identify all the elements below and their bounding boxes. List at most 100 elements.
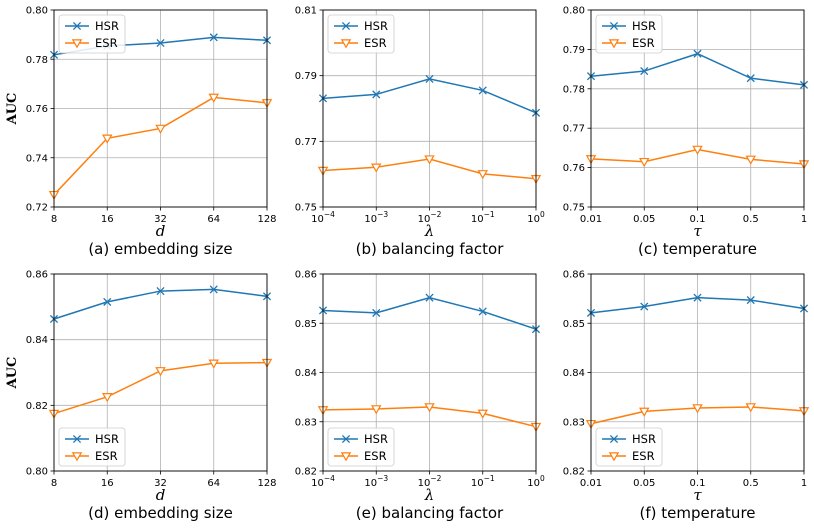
plot-frame — [590, 9, 805, 208]
legend-marker-hsr — [72, 434, 82, 444]
x-tick-label: 10−3 — [364, 474, 388, 489]
x-tick-label: 100 — [527, 210, 545, 225]
y-tick-label: 0.80 — [26, 467, 48, 478]
x-axis-symbol: d — [156, 222, 166, 240]
data-point-esr — [424, 155, 435, 165]
legend-label-hsr: HSR — [632, 432, 656, 446]
plot-frame — [322, 273, 537, 472]
y-axis-label: AUC — [5, 357, 20, 390]
data-point-esr — [477, 409, 488, 419]
x-tick-label: 64 — [207, 214, 220, 225]
legend: HSR ESR — [58, 14, 126, 54]
y-tick-label: 0.77 — [295, 137, 317, 148]
y-tick-label: 0.77 — [563, 124, 585, 135]
legend: HSR ESR — [327, 14, 395, 54]
legend-label-hsr: HSR — [95, 19, 119, 33]
y-tick-label: 0.83 — [563, 417, 585, 428]
x-tick-label: 10−4 — [311, 210, 335, 225]
x-tick-label: 10−2 — [418, 210, 442, 225]
y-tick-label: 0.83 — [295, 417, 317, 428]
x-tick-label: 0.1 — [690, 214, 706, 225]
y-axis-label: AUC — [5, 93, 20, 126]
y-tick-label: 0.78 — [563, 84, 585, 95]
x-tick-label: 0.05 — [633, 214, 655, 225]
y-tick-label: 0.86 — [295, 270, 317, 281]
data-point-esr — [155, 124, 166, 134]
subplot-caption: (d) embedding size — [88, 504, 233, 522]
data-point-hsr — [746, 74, 755, 83]
subplot-3: 8 16 32 64 128 0.80 0.82 0.84 0.86 HSR ESR d(d) emb… — [5, 270, 277, 523]
data-point-esr — [477, 170, 488, 180]
y-tick-label: 0.84 — [563, 368, 585, 379]
x-tick-label: 1 — [801, 478, 807, 489]
x-tick-label: 1 — [801, 214, 807, 225]
data-point-hsr — [693, 49, 702, 58]
y-tick-label: 0.85 — [295, 319, 317, 330]
legend: HSR ESR — [58, 427, 126, 467]
x-tick-label: 8 — [51, 478, 57, 489]
legend-marker-esr — [608, 39, 620, 49]
x-tick-label: 0.5 — [743, 478, 759, 489]
y-tick-label: 0.74 — [26, 153, 48, 164]
subplot-1: 10−4 10−3 10−2 10−1 100 0.75 0.77 0.79 0.81 HSR ES… — [295, 6, 545, 259]
data-point-esr — [424, 403, 435, 413]
data-point-hsr — [478, 307, 487, 316]
data-point-esr — [692, 404, 703, 414]
legend-label-hsr: HSR — [632, 19, 656, 33]
subplot-2: 0.01 0.05 0.1 0.5 1 0.75 0.76 0.77 0.78 0.79 0.80 H… — [563, 6, 810, 258]
y-tick-label: 0.86 — [26, 270, 48, 281]
legend: HSR ESR — [595, 427, 663, 467]
legend-marker-esr — [71, 39, 83, 49]
legend-label-esr: ESR — [364, 449, 387, 463]
data-point-esr — [102, 134, 113, 144]
y-tick-label: 0.82 — [295, 467, 317, 478]
y-tick-label: 0.82 — [563, 467, 585, 478]
y-tick-label: 0.76 — [26, 104, 48, 115]
x-tick-label: 16 — [101, 478, 114, 489]
legend-label-esr: ESR — [632, 36, 655, 50]
y-tick-label: 0.75 — [563, 203, 585, 214]
y-tick-label: 0.84 — [295, 368, 317, 379]
x-tick-label: 128 — [257, 478, 276, 489]
data-point-hsr — [478, 86, 487, 95]
data-point-hsr — [372, 90, 381, 99]
x-axis-symbol: d — [156, 486, 166, 504]
x-tick-label: 32 — [154, 214, 167, 225]
x-tick-label: 0.01 — [580, 214, 602, 225]
x-axis-symbol: τ — [693, 222, 702, 240]
plot-frame — [322, 9, 537, 208]
subplot-caption: (e) balancing factor — [356, 504, 504, 522]
x-tick-label: 10−2 — [418, 474, 442, 489]
legend-label-esr: ESR — [364, 36, 387, 50]
legend-label-hsr: HSR — [95, 432, 119, 446]
subplot-0: 8 16 32 64 128 0.72 0.74 0.76 0.78 0.80 HSR ESR d(a)… — [5, 6, 277, 259]
x-tick-label: 16 — [101, 214, 114, 225]
data-point-hsr — [746, 296, 755, 305]
data-point-hsr — [640, 67, 649, 76]
data-point-hsr — [425, 74, 434, 84]
data-point-hsr — [640, 302, 649, 311]
y-tick-label: 0.72 — [26, 203, 48, 214]
plot-frame — [53, 273, 268, 472]
y-tick-label: 0.82 — [26, 401, 48, 412]
data-point-esr — [371, 405, 382, 415]
subplot-4: 10−4 10−3 10−2 10−1 100 0.82 0.83 0.84 0.85 0.86 H… — [295, 270, 545, 523]
x-tick-label: 10−3 — [364, 210, 388, 225]
y-tick-label: 0.75 — [295, 203, 317, 214]
y-tick-label: 0.84 — [26, 335, 48, 346]
plot-frame — [53, 9, 268, 208]
x-axis-symbol: λ — [424, 486, 435, 504]
data-point-hsr — [209, 285, 218, 294]
legend-marker-esr — [340, 452, 352, 462]
y-tick-label: 0.80 — [563, 6, 585, 17]
data-point-esr — [371, 163, 382, 173]
data-point-hsr — [156, 38, 165, 48]
data-point-esr — [745, 155, 756, 165]
legend-marker-hsr — [341, 434, 351, 444]
subplot-caption: (b) balancing factor — [356, 240, 505, 258]
subplot-caption: (a) embedding size — [88, 240, 232, 258]
plot-frame — [590, 273, 805, 472]
legend-marker-hsr — [72, 21, 82, 31]
data-point-esr — [692, 145, 703, 155]
